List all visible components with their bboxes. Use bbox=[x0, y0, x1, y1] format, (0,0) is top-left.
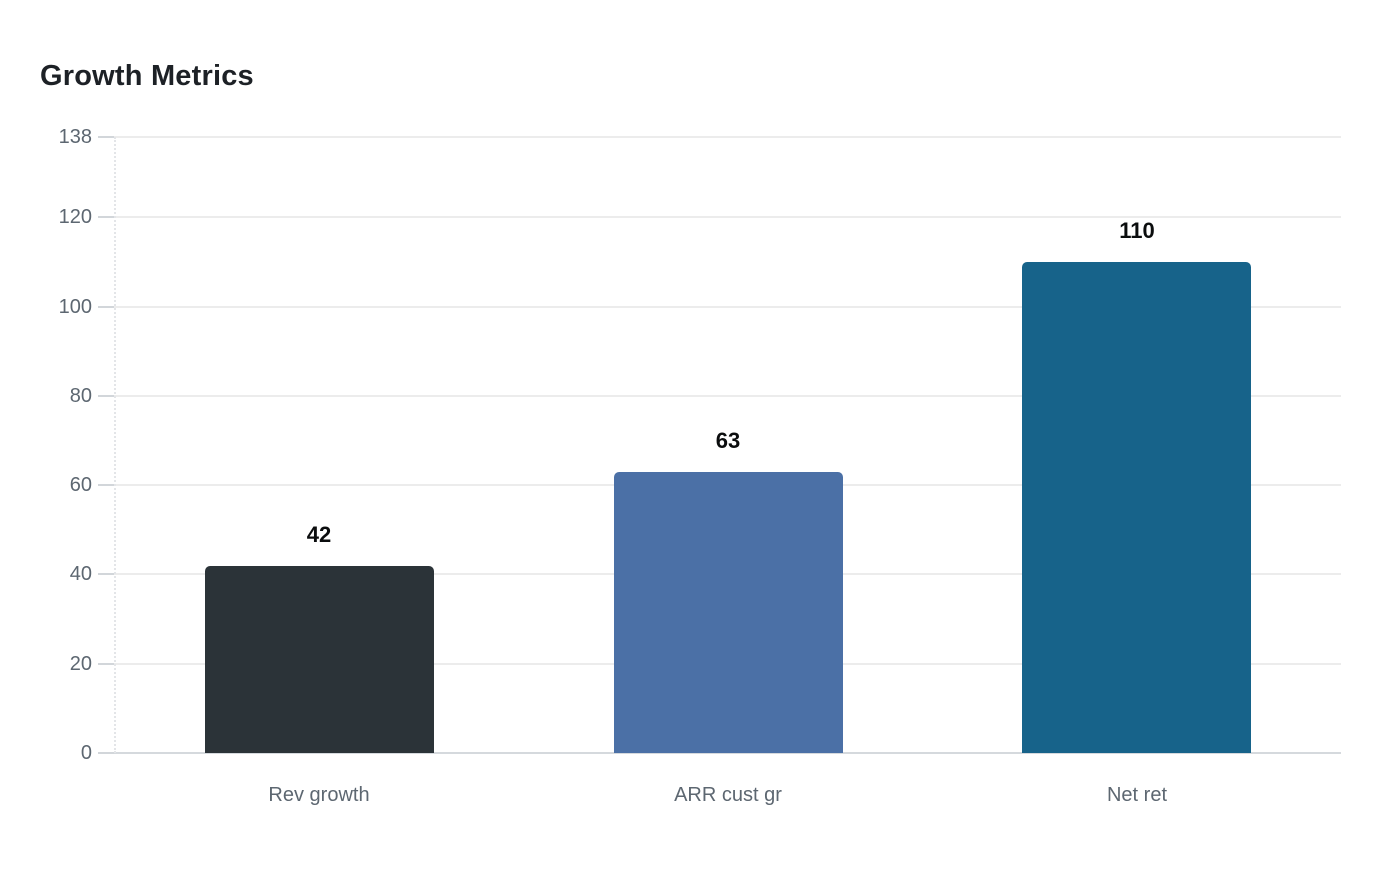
gridline-120 bbox=[99, 216, 1341, 218]
y-tick-label-60: 60 bbox=[69, 474, 92, 496]
x-axis-label-rev-growth: Rev growth bbox=[268, 784, 370, 806]
y-tick-label-40: 40 bbox=[69, 563, 92, 585]
y-tick-label-20: 20 bbox=[69, 653, 92, 675]
y-axis-line bbox=[114, 137, 116, 753]
y-tick-label-120: 120 bbox=[58, 206, 92, 228]
bar-value-label-arr-cust-gr: 63 bbox=[715, 428, 741, 453]
y-tick-label-138: 138 bbox=[58, 126, 92, 148]
y-tick-mark-120 bbox=[98, 216, 114, 218]
y-tick-mark-138 bbox=[98, 136, 114, 138]
gridline-100 bbox=[99, 306, 1341, 308]
bar-value-label-net-ret: 110 bbox=[1119, 218, 1155, 243]
x-axis-label-arr-cust-gr: ARR cust gr bbox=[674, 784, 782, 806]
y-tick-mark-60 bbox=[98, 484, 114, 486]
gridline-0 bbox=[99, 752, 1341, 754]
x-axis-label-net-ret: Net ret bbox=[1106, 784, 1168, 806]
y-tick-mark-80 bbox=[98, 395, 114, 397]
y-tick-mark-0 bbox=[98, 752, 114, 754]
y-tick-mark-100 bbox=[98, 306, 114, 308]
gridline-80 bbox=[99, 395, 1341, 397]
y-tick-label-0: 0 bbox=[80, 742, 92, 764]
bar-arr-cust-gr bbox=[614, 472, 843, 753]
bar-rev-growth bbox=[205, 566, 434, 753]
chart-title: Growth Metrics bbox=[40, 60, 254, 92]
y-tick-label-80: 80 bbox=[69, 385, 92, 407]
y-tick-mark-40 bbox=[98, 573, 114, 575]
bar-value-label-rev-growth: 42 bbox=[306, 522, 332, 547]
y-tick-mark-20 bbox=[98, 663, 114, 665]
bar-net-ret bbox=[1022, 262, 1251, 753]
gridline-138 bbox=[99, 136, 1341, 138]
y-tick-label-100: 100 bbox=[58, 296, 92, 318]
